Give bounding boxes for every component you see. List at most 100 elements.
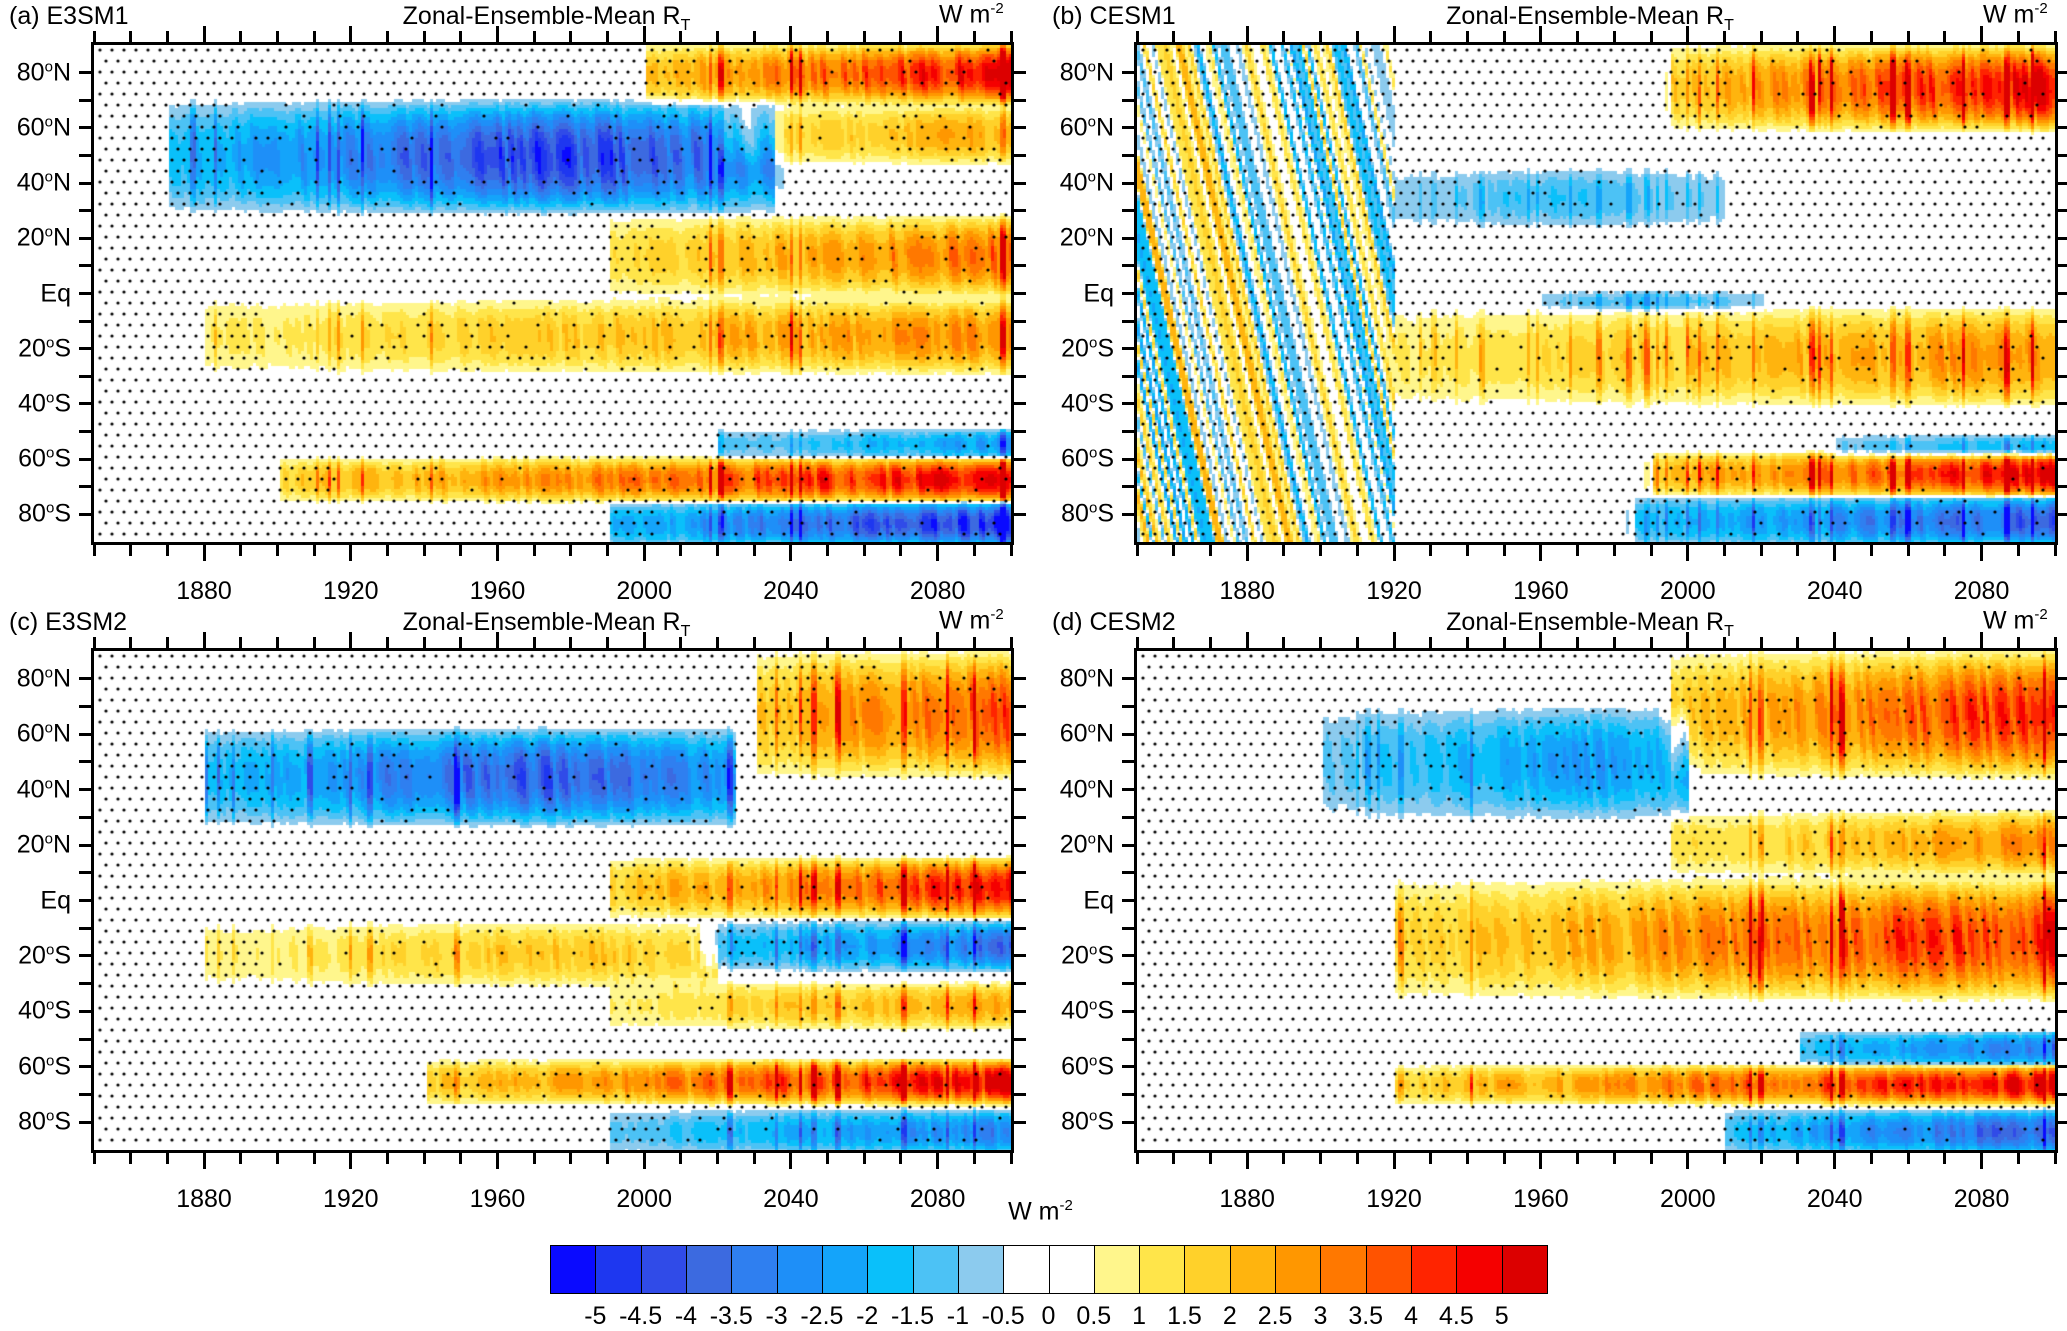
x-major-tick	[642, 1153, 646, 1169]
x-minor-tick-top	[1869, 31, 1873, 42]
y-tick-label: 20oS	[18, 941, 71, 970]
title-subscript: T	[680, 17, 691, 34]
x-major-tick-top	[1392, 26, 1396, 42]
x-minor-tick	[1465, 1153, 1469, 1164]
x-minor-tick	[1723, 545, 1727, 556]
colorbar-swatch	[867, 1245, 915, 1294]
x-minor-tick	[385, 1153, 389, 1164]
x-minor-tick-top	[862, 31, 866, 42]
y-tick-right	[2058, 1037, 2067, 1041]
panel-title: Zonal-Ensemble-Mean RT	[1446, 2, 1734, 35]
y-tick-left	[79, 402, 91, 406]
x-minor-tick-top	[1172, 637, 1176, 648]
x-minor-tick	[1649, 1153, 1653, 1164]
x-minor-tick	[1208, 545, 1212, 556]
x-minor-tick-top	[422, 31, 426, 42]
x-minor-tick	[1208, 1153, 1212, 1164]
x-minor-tick-top	[1943, 637, 1947, 648]
y-tick-left	[1122, 926, 1134, 930]
y-tick-left	[79, 871, 91, 875]
x-major-tick	[1980, 545, 1984, 561]
y-tick-label: 80oN	[1059, 664, 1114, 693]
x-minor-tick	[606, 1153, 610, 1164]
colorbar-label: -2.5	[800, 1302, 844, 1330]
x-minor-tick	[1465, 545, 1469, 556]
y-tick-right	[2058, 843, 2067, 847]
x-minor-tick	[1319, 545, 1323, 556]
title-text: Zonal-Ensemble-Mean R	[402, 2, 681, 30]
x-minor-tick-top	[1429, 637, 1433, 648]
x-minor-tick-top	[1576, 637, 1580, 648]
y-tick-left	[79, 430, 91, 434]
panel-label: (b) CESM1	[1052, 2, 1176, 30]
x-tick-label: 2040	[763, 577, 819, 605]
x-minor-tick	[275, 1153, 279, 1164]
colorbar-label: -3.5	[709, 1302, 753, 1330]
x-tick-label: 2040	[1806, 577, 1863, 605]
x-tick-label: 2080	[1953, 1185, 2010, 1213]
x-minor-tick-top	[1319, 637, 1323, 648]
x-minor-tick-top	[2016, 31, 2020, 42]
x-minor-tick-top	[422, 637, 426, 648]
x-major-tick-top	[1392, 632, 1396, 648]
y-tick-left	[1122, 512, 1134, 516]
y-tick-right	[1014, 264, 1026, 268]
x-major-tick-top	[1686, 632, 1690, 648]
y-tick-right	[1014, 126, 1026, 130]
colorbar-swatch	[1501, 1245, 1549, 1294]
y-tick-left	[79, 926, 91, 930]
x-minor-tick-top	[312, 637, 316, 648]
y-tick-left	[1122, 374, 1134, 378]
x-minor-tick	[679, 1153, 683, 1164]
y-tick-label: 40oN	[16, 168, 71, 197]
panel-label: (d) CESM2	[1052, 608, 1176, 636]
colorbar-swatch	[1320, 1245, 1368, 1294]
x-minor-tick-top	[606, 31, 610, 42]
y-tick-label: 40oS	[18, 389, 71, 418]
y-tick-right	[2058, 982, 2067, 986]
colorbar-label: -3	[765, 1302, 788, 1330]
y-tick-right	[1014, 899, 1026, 902]
x-major-tick-top	[1980, 26, 1984, 42]
colorbar-label: 4	[1404, 1302, 1418, 1330]
x-minor-tick-top	[1208, 637, 1212, 648]
y-tick-left	[79, 126, 91, 130]
x-major-tick	[1833, 1153, 1837, 1169]
x-minor-tick-top	[385, 31, 389, 42]
y-tick-right	[1014, 926, 1026, 930]
y-tick-right	[2058, 1065, 2067, 1069]
x-minor-tick-top	[312, 31, 316, 42]
x-minor-tick-top	[899, 637, 903, 648]
x-minor-tick	[1429, 1153, 1433, 1164]
x-minor-tick-top	[606, 637, 610, 648]
y-tick-right	[1014, 485, 1026, 489]
y-tick-left	[1122, 485, 1134, 489]
y-tick-right	[1014, 209, 1026, 213]
x-minor-tick	[1612, 545, 1616, 556]
x-minor-tick-top	[1906, 637, 1910, 648]
x-minor-tick	[1355, 1153, 1359, 1164]
x-minor-tick-top	[1502, 31, 1506, 42]
x-minor-tick	[1796, 1153, 1800, 1164]
y-tick-left	[1122, 1093, 1134, 1097]
x-major-tick-top	[495, 26, 499, 42]
x-tick-label: 1920	[322, 577, 379, 605]
y-tick-label: Eq	[40, 279, 71, 307]
x-minor-tick-top	[1135, 637, 1139, 648]
y-tick-right	[2058, 677, 2067, 681]
x-minor-tick	[569, 1153, 573, 1164]
x-major-tick	[202, 1153, 206, 1169]
x-minor-tick-top	[569, 31, 573, 42]
heatmap-field	[1137, 651, 2055, 1150]
colorbar-label: 4.5	[1438, 1302, 1474, 1330]
y-tick-right	[1014, 374, 1026, 378]
x-minor-tick	[679, 545, 683, 556]
x-tick-label: 1880	[176, 1185, 232, 1213]
y-tick-label: 40oN	[16, 775, 71, 804]
x-minor-tick-top	[972, 637, 976, 648]
y-tick-left	[79, 1037, 91, 1041]
colorbar-swatch	[1456, 1245, 1504, 1294]
y-tick-right	[2058, 236, 2067, 240]
y-tick-right	[2058, 430, 2067, 434]
x-minor-tick-top	[569, 637, 573, 648]
